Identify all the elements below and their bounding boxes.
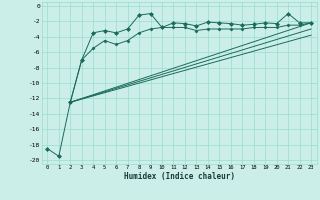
X-axis label: Humidex (Indice chaleur): Humidex (Indice chaleur) — [124, 172, 235, 181]
